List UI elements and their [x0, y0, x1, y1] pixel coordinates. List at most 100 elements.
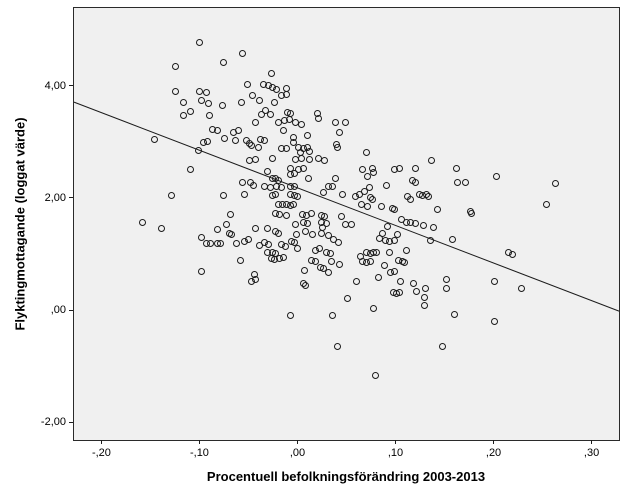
x-tick-mark — [493, 440, 495, 444]
scatter-point — [220, 59, 228, 67]
scatter-point — [434, 205, 442, 213]
scatter-point — [202, 89, 210, 97]
y-tick-mark — [69, 309, 73, 311]
scatter-point — [247, 141, 255, 149]
scatter-point — [357, 201, 365, 209]
scatter-point — [347, 221, 355, 229]
scatter-point — [336, 261, 344, 269]
scatter-point — [491, 317, 498, 325]
x-tick-mark — [100, 440, 102, 444]
scatter-point — [244, 236, 252, 244]
scatter-point — [325, 268, 333, 276]
scatter-point — [372, 371, 380, 379]
scatter-point — [303, 131, 311, 139]
scatter-point — [237, 257, 245, 265]
scatter-point — [308, 231, 316, 239]
scatter-point — [275, 176, 283, 184]
scatter-point — [422, 284, 430, 292]
scatter-point — [335, 239, 343, 247]
scatter-point — [197, 96, 205, 104]
scatter-point — [167, 192, 175, 200]
scatter-point — [342, 118, 350, 126]
scatter-point — [238, 99, 246, 107]
scatter-point — [420, 222, 428, 230]
scatter-point — [320, 265, 328, 273]
scatter-point — [293, 231, 300, 239]
scatter-point — [373, 249, 381, 257]
y-axis-title: Flyktingmottagande (loggat värde) — [12, 117, 28, 331]
scatter-point — [411, 220, 419, 228]
scatter-point — [327, 249, 335, 257]
scatter-point — [352, 277, 360, 285]
scatter-point — [542, 201, 550, 209]
scatter-point — [239, 179, 247, 187]
scatter-point — [206, 240, 214, 248]
scatter-point — [412, 288, 420, 296]
y-tick-label: ,00 — [50, 304, 66, 316]
x-tick-label: ,30 — [583, 447, 600, 459]
scatter-point — [491, 277, 498, 285]
scatter-point — [293, 193, 301, 201]
scatter-point — [283, 90, 291, 98]
scatter-point — [411, 179, 419, 187]
scatter-point — [332, 174, 340, 182]
scatter-point — [254, 144, 262, 152]
scatter-point — [428, 156, 436, 164]
scatter-point — [301, 228, 309, 236]
scatter-point — [172, 87, 180, 95]
scatter-point — [203, 137, 211, 145]
x-tick-label: ,00 — [289, 447, 306, 459]
scatter-point — [332, 118, 340, 126]
scatter-point — [271, 99, 279, 107]
scatter-point — [363, 172, 371, 180]
x-tick-label: -,20 — [91, 447, 111, 459]
scatter-point — [299, 164, 307, 172]
scatter-point — [300, 267, 308, 275]
scatter-point — [283, 144, 291, 152]
scatter-point — [396, 277, 404, 285]
scatter-point — [395, 164, 403, 172]
scatter-point — [366, 258, 374, 266]
scatter-point — [365, 184, 373, 192]
scatter-point — [400, 258, 408, 266]
scatter-point — [314, 114, 322, 122]
scatter-point — [395, 289, 403, 297]
scatter-point — [329, 311, 337, 319]
scatter-point — [267, 70, 275, 78]
scatter-point — [338, 213, 346, 221]
scatter-point — [228, 231, 236, 239]
scatter-point — [411, 164, 419, 172]
scatter-point — [351, 193, 359, 201]
scatter-point — [305, 155, 313, 163]
scatter-point — [307, 210, 315, 218]
scatter-point — [213, 226, 221, 234]
scatter-point — [518, 284, 526, 292]
scatter-point — [402, 247, 410, 255]
scatter-point — [273, 86, 281, 94]
scatter-point — [257, 110, 265, 118]
scatter-point — [442, 276, 450, 284]
scatter-point — [251, 155, 259, 163]
scatter-point — [321, 156, 329, 164]
scatter-point — [287, 164, 295, 172]
scatter-point — [290, 138, 298, 146]
scatter-point — [391, 237, 399, 245]
scatter-point — [468, 210, 476, 218]
scatter-point — [370, 168, 378, 176]
scatter-point — [243, 81, 251, 89]
scatter-point — [195, 87, 203, 95]
scatter-point — [508, 251, 516, 259]
scatter-point — [290, 200, 298, 208]
scatter-point — [194, 146, 202, 154]
plot-area: -,20 -,10 ,00 ,10 ,20 ,30 4,00 2,00 ,00 -2,00 — [41, 7, 620, 459]
scatter-point — [195, 39, 203, 47]
scatter-point — [315, 244, 323, 252]
scatter-point — [213, 126, 221, 134]
x-tick-mark — [198, 440, 200, 444]
scatter-point — [139, 219, 147, 227]
scatter-point — [391, 205, 399, 213]
scatter-point — [301, 281, 309, 289]
scatter-point — [223, 221, 231, 229]
scatter-point — [339, 190, 347, 198]
scatter-point — [272, 190, 280, 198]
